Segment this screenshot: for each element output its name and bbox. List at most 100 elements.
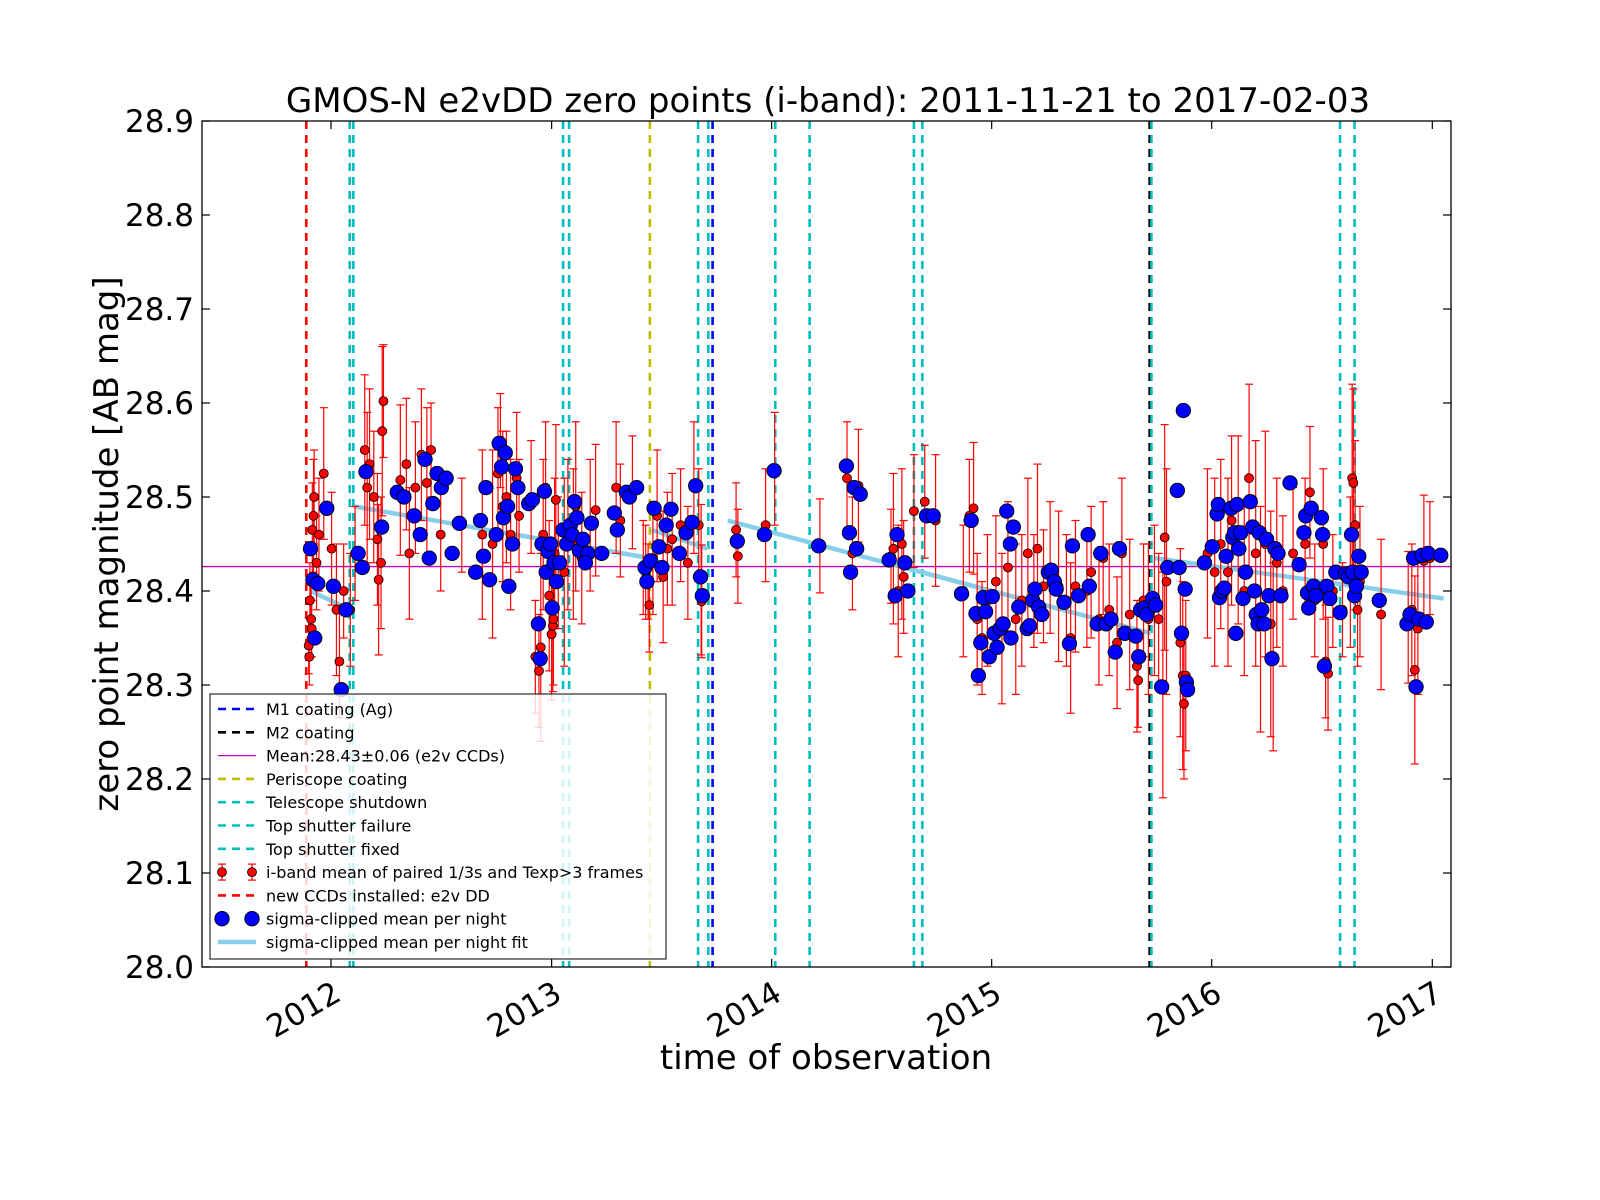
legend-label-fixed: Top shutter fixed bbox=[265, 840, 400, 859]
nightly-mean-point bbox=[1081, 578, 1097, 594]
nightly-mean-point bbox=[1353, 564, 1369, 580]
nightly-mean-point bbox=[1264, 651, 1280, 667]
frame-point bbox=[378, 396, 389, 407]
nightly-means bbox=[302, 402, 1449, 698]
frame-point bbox=[732, 551, 743, 562]
legend-label-m1: M1 coating (Ag) bbox=[266, 700, 393, 719]
nightly-mean-point bbox=[1111, 541, 1128, 557]
nightly-mean-point bbox=[1246, 583, 1263, 599]
nightly-mean-point bbox=[1196, 555, 1213, 571]
y-tick-label: 28.0 bbox=[125, 950, 194, 986]
frame-point bbox=[410, 482, 421, 493]
nightly-mean-point bbox=[444, 545, 460, 562]
nightly-mean-point bbox=[507, 461, 524, 477]
y-tick-label: 28.1 bbox=[125, 856, 194, 892]
chart-title: GMOS-N e2vDD zero points (i-band): 2011-… bbox=[286, 81, 1370, 121]
nightly-mean-point bbox=[1171, 559, 1187, 576]
frame-point bbox=[426, 445, 436, 455]
nightly-mean-point bbox=[1061, 635, 1078, 652]
legend-handle-marker bbox=[244, 911, 260, 927]
nightly-mean-point bbox=[1235, 590, 1251, 607]
frame-point bbox=[308, 510, 319, 521]
nightly-mean-point bbox=[1005, 519, 1022, 535]
nightly-mean-point bbox=[1216, 580, 1232, 596]
nightly-mean-point bbox=[1351, 548, 1367, 564]
frame-point bbox=[534, 666, 544, 676]
frame-point bbox=[1250, 548, 1261, 559]
y-tick-label: 28.2 bbox=[125, 762, 194, 798]
legend-label-periscope: Periscope coating bbox=[266, 770, 407, 789]
frame-point bbox=[311, 557, 322, 568]
nightly-mean-point bbox=[373, 519, 390, 535]
frame-point bbox=[1153, 614, 1164, 625]
nightly-mean-point bbox=[900, 583, 916, 599]
nightly-mean-point bbox=[692, 569, 709, 585]
nightly-mean-point bbox=[1229, 496, 1245, 513]
nightly-mean-point bbox=[1204, 539, 1220, 555]
nightly-mean-point bbox=[1332, 604, 1348, 621]
nightly-mean-point bbox=[1210, 496, 1226, 513]
frame-point bbox=[326, 543, 337, 554]
nightly-mean-point bbox=[358, 463, 374, 480]
plot-frame bbox=[201, 120, 1452, 968]
y-axis-label: zero point magnitude [AB mag] bbox=[87, 276, 127, 811]
nightly-mean-point bbox=[1313, 510, 1330, 526]
legend-label-points: i-band mean of paired 1/3s and Texp>3 fr… bbox=[266, 863, 643, 882]
frame-point bbox=[376, 557, 386, 568]
nightly-mean-point bbox=[1147, 597, 1164, 613]
frame-point bbox=[1159, 532, 1170, 543]
nightly-mean-point bbox=[1175, 402, 1192, 419]
frame-point bbox=[372, 534, 383, 545]
nightly-mean-point bbox=[350, 545, 366, 562]
frame-point bbox=[401, 459, 412, 470]
nightly-mean-point bbox=[766, 463, 782, 479]
y-tick-label: 28.7 bbox=[125, 292, 194, 328]
frame-point bbox=[909, 506, 919, 517]
nightly-mean-point bbox=[1011, 599, 1027, 615]
y-tick-label: 28.5 bbox=[125, 480, 194, 516]
nightly-mean-point bbox=[925, 508, 941, 524]
legend-label-fit: sigma-clipped mean per night fit bbox=[266, 933, 528, 952]
frame-point bbox=[644, 600, 655, 610]
nightly-mean-point bbox=[606, 505, 622, 521]
frame-point bbox=[477, 529, 488, 540]
frame-point bbox=[362, 482, 373, 493]
nightly-mean-point bbox=[1131, 649, 1147, 665]
frame-point bbox=[590, 505, 601, 516]
nightly-mean-point bbox=[530, 616, 547, 632]
nightly-mean-point bbox=[842, 564, 859, 580]
nightly-mean-point bbox=[984, 588, 1000, 605]
frame-point bbox=[309, 492, 320, 502]
legend-label-mean: Mean:28.43±0.06 (e2v CCDs) bbox=[266, 747, 505, 766]
frame-point bbox=[1022, 548, 1033, 559]
nightly-mean-point bbox=[472, 512, 489, 529]
nightly-mean-point bbox=[468, 564, 484, 580]
nightly-mean-point bbox=[999, 503, 1015, 519]
nightly-mean-point bbox=[658, 517, 674, 533]
nightly-mean-point bbox=[499, 498, 516, 515]
frame-point bbox=[667, 534, 678, 545]
nightly-mean-point bbox=[642, 553, 659, 569]
frame-point bbox=[1003, 562, 1013, 573]
nightly-mean-point bbox=[688, 478, 704, 494]
frame-point bbox=[1032, 543, 1043, 554]
nightly-mean-point bbox=[1070, 588, 1087, 604]
nightly-mean-point bbox=[963, 512, 979, 529]
frame-point bbox=[1352, 604, 1363, 615]
nightly-mean-point bbox=[1291, 557, 1307, 573]
frame-point bbox=[514, 510, 524, 521]
nightly-mean-point bbox=[953, 586, 970, 602]
nightly-mean-point bbox=[1103, 611, 1119, 627]
nightly-mean-point bbox=[1348, 578, 1365, 594]
nightly-mean-point bbox=[417, 451, 433, 468]
frame-point bbox=[1209, 567, 1220, 578]
nightly-mean-point bbox=[1107, 644, 1123, 660]
nightly-mean-point bbox=[1080, 526, 1096, 543]
nightly-mean-point bbox=[406, 508, 422, 524]
nightly-mean-point bbox=[510, 479, 526, 496]
nightly-mean-point bbox=[1420, 545, 1436, 562]
nightly-mean-point bbox=[881, 552, 897, 568]
legend: M1 coating (Ag) M2 coating Mean:28.43±0.06… bbox=[209, 693, 667, 960]
frame-point bbox=[306, 614, 317, 625]
